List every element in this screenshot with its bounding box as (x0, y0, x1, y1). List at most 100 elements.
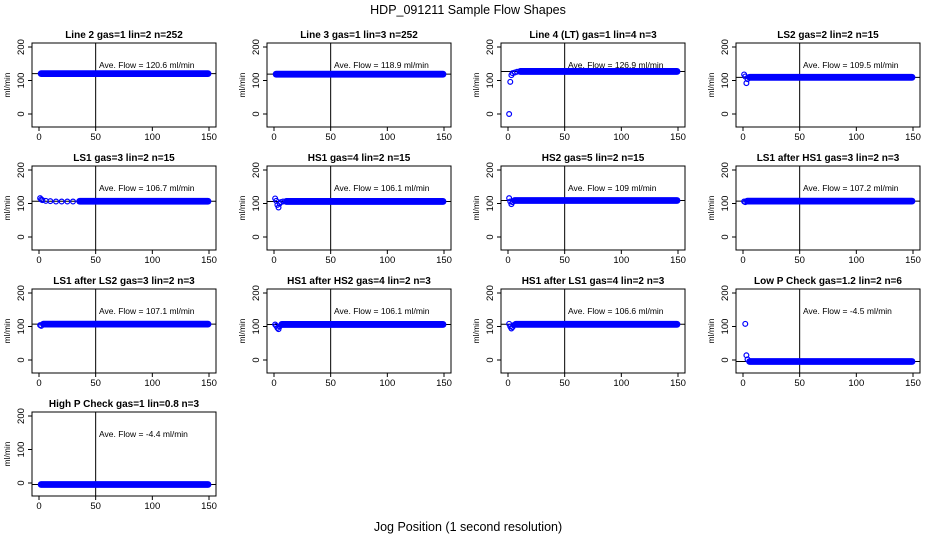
y-tick-label: 100 (720, 196, 731, 212)
chart-panel: HS1 after LS1 gas=4 lin=2 n=3 0 50 100 150 0 1… (471, 276, 686, 389)
x-tick-label: 0 (505, 378, 510, 389)
y-tick-label: 0 (251, 234, 262, 239)
x-tick-label: 100 (613, 378, 629, 389)
y-tick-label: 100 (485, 73, 496, 89)
x-tick-label: 50 (90, 255, 101, 266)
y-axis-label: ml/min (237, 72, 247, 97)
x-tick-label: 50 (794, 132, 805, 143)
y-tick-label: 200 (720, 285, 731, 301)
y-tick-label: 100 (251, 319, 262, 335)
x-tick-label: 150 (201, 132, 217, 143)
y-tick-label: 0 (485, 111, 496, 116)
steady-flow-points (76, 197, 212, 205)
plot-frame (735, 165, 921, 251)
y-tick-label: 100 (251, 73, 262, 89)
steady-flow-points (40, 320, 212, 328)
plot-frame (31, 42, 217, 128)
x-tick-label: 0 (505, 255, 510, 266)
x-tick-label: 50 (325, 255, 336, 266)
y-axis-label: ml/min (237, 318, 247, 343)
figure-xlabel: Jog Position (1 second resolution) (374, 520, 562, 534)
average-flow-annotation: Ave. Flow = -4.4 ml/min (99, 429, 188, 439)
y-tick-label: 100 (16, 196, 27, 212)
chart-panel: LS1 after LS2 gas=3 lin=2 n=3 0 50 100 150 0 1… (2, 276, 217, 389)
x-tick-label: 50 (90, 378, 101, 389)
x-tick-label: 100 (848, 132, 864, 143)
y-axis-label: ml/min (471, 72, 481, 97)
average-flow-annotation: Ave. Flow = 106.7 ml/min (99, 183, 195, 193)
y-tick-label: 200 (251, 285, 262, 301)
x-tick-label: 150 (905, 132, 921, 143)
x-tick-label: 0 (740, 378, 745, 389)
steady-flow-points (746, 73, 916, 81)
chart-panel: HS1 gas=4 lin=2 n=15 0 50 100 150 0 100 200 ml/m… (237, 153, 452, 266)
y-tick-label: 100 (720, 73, 731, 89)
x-tick-label: 50 (559, 378, 570, 389)
plot-frame (500, 42, 686, 128)
y-tick-label: 0 (485, 357, 496, 362)
y-tick-label: 0 (16, 357, 27, 362)
chart-panel: Low P Check gas=1.2 lin=2 n=6 0 50 100 150 0 1… (706, 276, 921, 389)
steady-flow-points (512, 320, 681, 328)
plot-frame (266, 42, 452, 128)
steady-flow-points (744, 197, 916, 205)
chart-panel: High P Check gas=1 lin=0.8 n=3 0 50 100 150 0… (2, 399, 217, 512)
y-tick-label: 200 (16, 408, 27, 424)
plot-frame (266, 288, 452, 374)
plot-frame (735, 42, 921, 128)
x-tick-label: 150 (201, 501, 217, 512)
y-tick-label: 0 (16, 111, 27, 116)
steady-flow-points (37, 70, 212, 77)
average-flow-annotation: Ave. Flow = 106.6 ml/min (568, 306, 664, 316)
x-tick-label: 150 (670, 132, 686, 143)
x-tick-label: 100 (144, 501, 160, 512)
plot-frame (500, 288, 686, 374)
y-tick-label: 200 (16, 162, 27, 178)
panel-title: High P Check gas=1 lin=0.8 n=3 (49, 399, 200, 410)
average-flow-annotation: Ave. Flow = 109.5 ml/min (803, 60, 899, 70)
panel-title: Line 3 gas=1 lin=3 n=252 (300, 30, 418, 41)
steady-flow-points (282, 198, 447, 205)
y-tick-label: 200 (251, 39, 262, 55)
steady-flow-points (516, 68, 681, 75)
x-tick-label: 100 (144, 132, 160, 143)
y-tick-label: 100 (251, 196, 262, 212)
x-tick-label: 100 (613, 255, 629, 266)
x-tick-label: 100 (379, 255, 395, 266)
y-tick-label: 100 (16, 319, 27, 335)
data-point (506, 195, 513, 202)
chart-panel: LS1 after HS1 gas=3 lin=2 n=3 0 50 100 150 0 1… (706, 153, 921, 266)
plot-frame (500, 165, 686, 251)
y-tick-label: 0 (485, 234, 496, 239)
data-point (69, 198, 76, 205)
y-tick-label: 0 (251, 111, 262, 116)
data-point (39, 197, 46, 204)
x-tick-label: 0 (271, 132, 276, 143)
x-tick-label: 100 (144, 255, 160, 266)
data-point (58, 198, 65, 205)
x-tick-label: 0 (740, 132, 745, 143)
x-tick-label: 150 (436, 255, 452, 266)
data-point (507, 78, 514, 85)
panel-title: LS2 gas=2 lin=2 n=15 (777, 30, 879, 41)
plot-frame (31, 165, 217, 251)
plot-frame (31, 288, 217, 374)
y-tick-label: 200 (485, 39, 496, 55)
x-tick-label: 50 (325, 132, 336, 143)
average-flow-annotation: Ave. Flow = 106.1 ml/min (334, 306, 430, 316)
x-tick-label: 50 (559, 132, 570, 143)
chart-panel: HS2 gas=5 lin=2 n=15 0 50 100 150 0 100 200 ml/m… (471, 153, 686, 266)
y-axis-label: ml/min (706, 72, 716, 97)
y-axis-label: ml/min (2, 318, 12, 343)
y-tick-label: 200 (251, 162, 262, 178)
panel-title: Line 4 (LT) gas=1 lin=4 n=3 (529, 30, 657, 41)
x-tick-label: 100 (144, 378, 160, 389)
y-axis-label: ml/min (706, 195, 716, 220)
plot-frame (266, 165, 452, 251)
chart-panel: Line 4 (LT) gas=1 lin=4 n=3 0 50 100 150 0 100… (471, 30, 686, 143)
x-tick-label: 150 (436, 132, 452, 143)
x-tick-label: 50 (90, 501, 101, 512)
x-tick-label: 150 (201, 255, 217, 266)
data-point (47, 198, 54, 205)
x-tick-label: 150 (905, 255, 921, 266)
